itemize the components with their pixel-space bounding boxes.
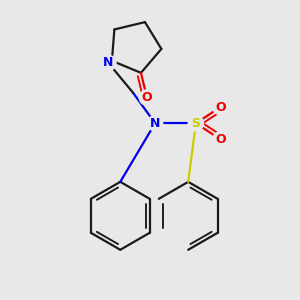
Text: O: O bbox=[215, 100, 226, 114]
Text: S: S bbox=[191, 117, 200, 130]
Circle shape bbox=[139, 90, 154, 105]
Text: N: N bbox=[150, 117, 160, 130]
Circle shape bbox=[101, 55, 116, 70]
Circle shape bbox=[213, 100, 228, 115]
Circle shape bbox=[213, 132, 228, 147]
Circle shape bbox=[148, 116, 163, 131]
Text: N: N bbox=[103, 56, 114, 70]
Text: O: O bbox=[142, 91, 152, 104]
Text: O: O bbox=[215, 133, 226, 146]
Circle shape bbox=[188, 116, 203, 131]
